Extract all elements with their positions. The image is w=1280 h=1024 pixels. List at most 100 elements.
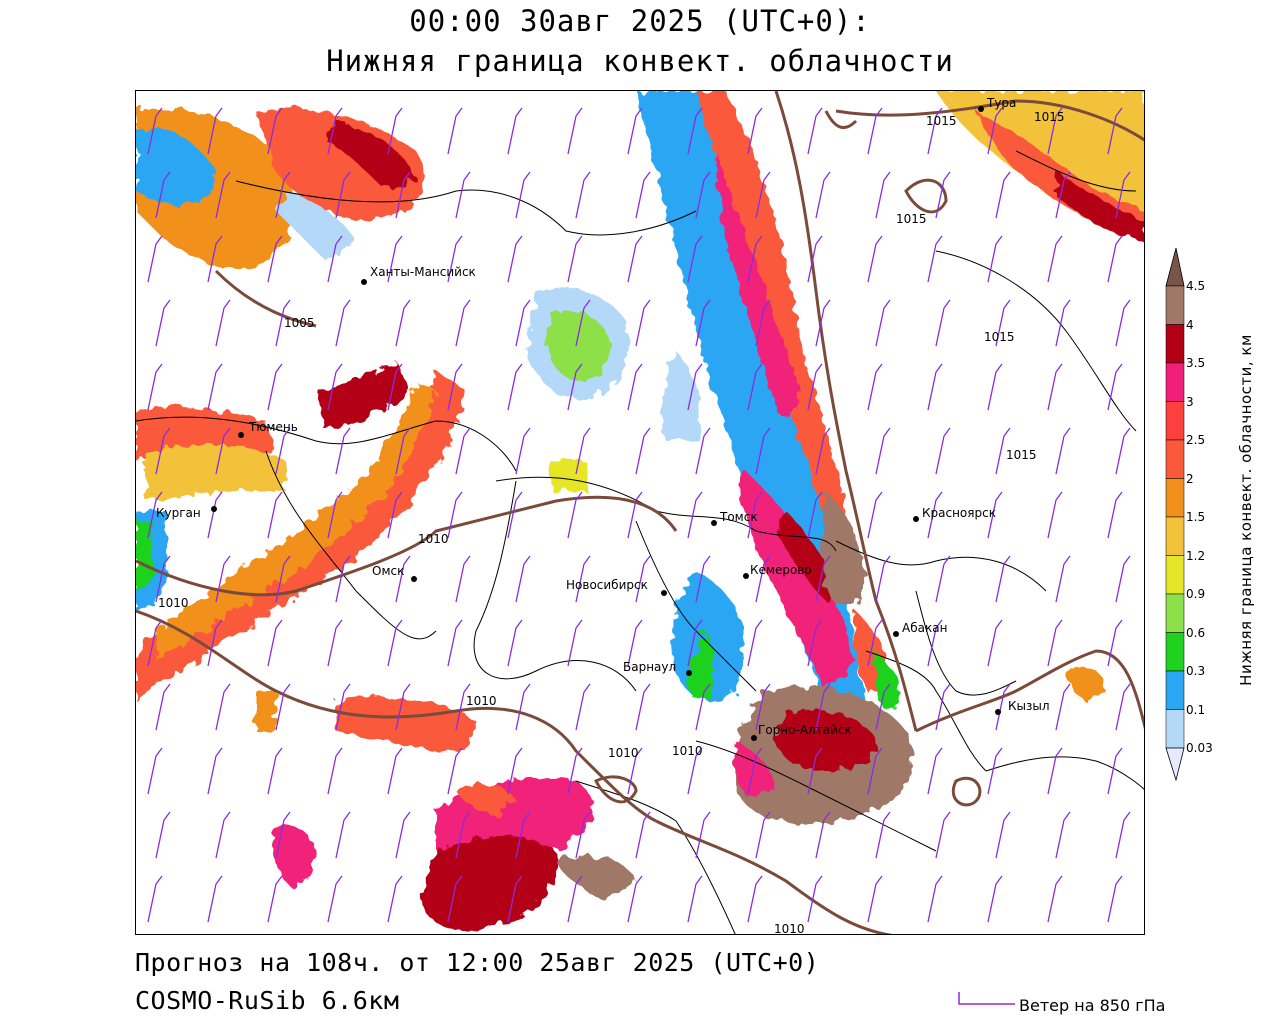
- wind-barb: [1115, 427, 1131, 475]
- wind-barb: [1047, 619, 1063, 667]
- wind-barb: [207, 363, 223, 411]
- wind-barb: [507, 107, 523, 155]
- wind-barb: [1107, 619, 1123, 667]
- wind-barb: [387, 491, 403, 539]
- wind-barb: [335, 299, 351, 347]
- wind-barb: [207, 875, 223, 923]
- wind-barb: [875, 427, 891, 475]
- wind-barb: [267, 363, 283, 411]
- wind-barb: [515, 811, 531, 859]
- wind-barb: [927, 363, 943, 411]
- wind-barb: [747, 235, 763, 283]
- wind-barb: [155, 427, 171, 475]
- wind-barb: [327, 747, 343, 795]
- wind-barb: [627, 619, 643, 667]
- wind-barb: [507, 235, 523, 283]
- wind-barb: [387, 107, 403, 155]
- wind-barb: [447, 107, 463, 155]
- colorbar-tick-label: 3.5: [1186, 356, 1206, 370]
- wind-barb: [515, 427, 531, 475]
- wind-barb: [935, 427, 951, 475]
- wind-barb: [515, 171, 531, 219]
- wind-barb: [927, 235, 943, 283]
- wind-barb: [455, 683, 471, 731]
- wind-barb: [395, 171, 411, 219]
- city-label: Горно-Алтайск: [758, 723, 852, 737]
- wind-barb: [575, 171, 591, 219]
- wind-barb: [327, 875, 343, 923]
- wind-barb: [1107, 491, 1123, 539]
- colorbar-tick-label: 0.3: [1186, 664, 1206, 678]
- wind-barb: [687, 875, 703, 923]
- city-label: Кызыл: [1008, 699, 1050, 713]
- wind-barb: [987, 875, 1003, 923]
- wind-barb: [1107, 747, 1123, 795]
- isobar-label: 1015: [984, 330, 1015, 344]
- wind-barb: [455, 299, 471, 347]
- wind-barb: [755, 683, 771, 731]
- wind-barb: [807, 619, 823, 667]
- wind-barb: [695, 171, 711, 219]
- city-markers: Тура Ханты-Мансийск Тюмень Курган Омск Новоси…: [156, 96, 1050, 741]
- wind-barb: [867, 619, 883, 667]
- wind-barb: [155, 299, 171, 347]
- wind-barb: [275, 171, 291, 219]
- wind-barb: [215, 683, 231, 731]
- wind-barb: [327, 107, 343, 155]
- wind-barb: [995, 171, 1011, 219]
- city-label: Новосибирск: [566, 578, 648, 592]
- wind-barb: [447, 747, 463, 795]
- wind-barb: [867, 491, 883, 539]
- wind-barb: [755, 811, 771, 859]
- wind-barb: [215, 811, 231, 859]
- wind-barb: [327, 619, 343, 667]
- wind-barb: [575, 427, 591, 475]
- colorbar-cell: [1165, 285, 1185, 325]
- wind-barb: [987, 491, 1003, 539]
- isobar-label: 1015: [926, 114, 957, 128]
- wind-barb: [335, 683, 351, 731]
- wind-barb: [815, 555, 831, 603]
- wind-legend: Ветер на 850 гПа: [955, 990, 1225, 1018]
- wind-barb: [635, 171, 651, 219]
- wind-barb: [927, 491, 943, 539]
- wind-barb: [807, 491, 823, 539]
- city-dot: [711, 520, 717, 526]
- wind-barb: [747, 747, 763, 795]
- wind-barb: [627, 107, 643, 155]
- wind-barb: [935, 299, 951, 347]
- wind-barb: [875, 171, 891, 219]
- wind-barb: [275, 555, 291, 603]
- wind-barb: [927, 875, 943, 923]
- wind-barb: [515, 683, 531, 731]
- wind-barb: [867, 235, 883, 283]
- wind-barb: [335, 555, 351, 603]
- wind-barb: [215, 555, 231, 603]
- colorbar-cell: [1165, 478, 1185, 518]
- wind-barb: [327, 491, 343, 539]
- wind-barb: [935, 683, 951, 731]
- wind-barb: [395, 299, 411, 347]
- colorbar-cell: [1165, 439, 1185, 479]
- wind-barb: [695, 299, 711, 347]
- wind-barb: [627, 363, 643, 411]
- colorbar-cell: [1165, 670, 1185, 710]
- wind-barb: [567, 491, 583, 539]
- colorbar-cell: [1165, 516, 1185, 556]
- city-dot: [686, 670, 692, 676]
- wind-barb: [567, 619, 583, 667]
- city-label: Ханты-Мансийск: [370, 265, 476, 279]
- wind-barb: [635, 299, 651, 347]
- isobar-label: 1005: [284, 316, 315, 330]
- wind-barb: [635, 811, 651, 859]
- wind-barb-icon: [958, 992, 1015, 1005]
- wind-barb: [935, 171, 951, 219]
- colorbar-bottom-arrow: [1165, 747, 1185, 782]
- wind-barb: [1055, 683, 1071, 731]
- city-label: Томск: [719, 510, 758, 524]
- wind-barb: [747, 491, 763, 539]
- city-dot: [743, 573, 749, 579]
- wind-barb: [447, 235, 463, 283]
- wind-barb: [755, 171, 771, 219]
- wind-barb: [275, 427, 291, 475]
